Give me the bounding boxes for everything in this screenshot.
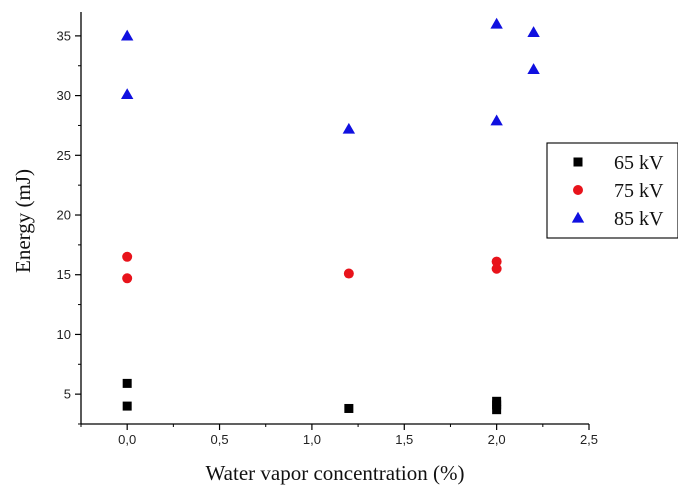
y-tick-label: 35 <box>57 28 71 43</box>
legend-marker-square <box>573 157 583 167</box>
x-tick-label: 1,5 <box>395 432 413 447</box>
legend-marker-circle <box>573 185 583 195</box>
ticks: 0,0 0,5 1,0 1,5 2,0 2,5 5 10 15 20 25 30 35 <box>57 28 599 447</box>
x-tick-label: 1,0 <box>303 432 321 447</box>
legend: 65 kV 75 kV 85 kV <box>546 142 678 239</box>
y-tick-label: 30 <box>57 88 71 103</box>
data-point-square <box>492 405 502 415</box>
legend-label: 65 kV <box>614 152 664 174</box>
data-point-triangle <box>527 26 540 37</box>
y-tick-label: 20 <box>57 208 71 223</box>
data-point-triangle <box>490 17 503 29</box>
x-tick-label: 0,5 <box>211 432 229 447</box>
y-tick-label: 25 <box>57 148 71 163</box>
data-point-circle <box>491 263 502 274</box>
legend-box <box>546 142 678 239</box>
data-point-circle <box>122 251 133 262</box>
y-tick-label: 5 <box>64 387 71 402</box>
data-point-triangle <box>120 88 134 100</box>
x-tick-label: 2,0 <box>488 432 506 447</box>
x-tick-label: 2,5 <box>580 432 598 447</box>
legend-label: 85 kV <box>614 208 664 230</box>
axes <box>80 12 589 425</box>
data-point-circle <box>122 273 133 284</box>
legend-label: 75 kV <box>614 180 664 202</box>
x-axis-title: Water vapor concentration (%) <box>206 461 465 485</box>
y-tick-label: 15 <box>57 267 71 282</box>
data-point-square <box>492 400 502 410</box>
data-point-circle <box>491 256 502 267</box>
y-axis-title: Energy (mJ) <box>11 169 35 273</box>
data-point-triangle <box>342 122 356 134</box>
data-point-triangle <box>527 63 540 74</box>
data-point-square <box>122 401 132 411</box>
data-marks <box>120 17 540 415</box>
data-point-square <box>344 403 354 413</box>
legend-marker-triangle <box>571 211 585 223</box>
data-point-triangle <box>120 29 134 41</box>
data-point-square <box>122 378 132 388</box>
data-point-triangle <box>490 114 503 126</box>
x-tick-label: 0,0 <box>118 432 136 447</box>
data-point-circle <box>343 268 354 279</box>
y-tick-label: 10 <box>57 327 71 342</box>
